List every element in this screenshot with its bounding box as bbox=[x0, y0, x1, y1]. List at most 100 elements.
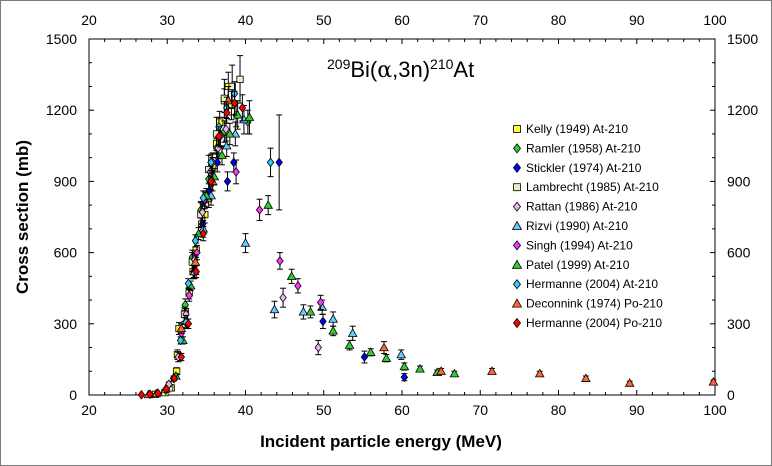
x-tick-label-top: 100 bbox=[703, 12, 727, 28]
x-tick-label-top: 80 bbox=[551, 12, 567, 28]
data-point bbox=[415, 363, 425, 373]
data-point bbox=[223, 107, 231, 118]
data-point bbox=[176, 335, 185, 346]
data-point bbox=[319, 316, 327, 327]
x-tick-label-bottom: 20 bbox=[81, 402, 97, 418]
data-point bbox=[487, 366, 497, 375]
data-point bbox=[207, 176, 215, 187]
title-alpha: α bbox=[377, 58, 392, 83]
x-tick-label-top: 70 bbox=[472, 12, 488, 28]
data-point bbox=[176, 323, 187, 333]
data-point bbox=[365, 347, 376, 356]
title-mid: ,3n) bbox=[392, 57, 430, 82]
data-point bbox=[232, 167, 240, 177]
legend-marker bbox=[512, 240, 522, 251]
data-point bbox=[305, 306, 316, 316]
legend: Kelly (1949) At-210 Ramler (1958) At-210 S… bbox=[511, 122, 663, 330]
x-tick-label-top: 40 bbox=[238, 12, 254, 28]
data-point bbox=[185, 290, 193, 301]
data-point bbox=[436, 366, 447, 375]
data-point bbox=[181, 299, 189, 310]
legend-label: Hermanne (2004) At-210 bbox=[526, 277, 658, 291]
y-tick-label-right: 900 bbox=[727, 173, 751, 189]
data-point bbox=[347, 328, 358, 337]
y-tick-label-right: 1200 bbox=[727, 102, 758, 118]
legend-label: Kelly (1949) At-210 bbox=[526, 122, 628, 136]
title-mass-post: 210 bbox=[430, 56, 454, 72]
x-tick-label-top: 50 bbox=[316, 12, 332, 28]
legend-marker bbox=[513, 125, 521, 133]
legend-marker bbox=[513, 183, 521, 192]
x-tick-label-bottom: 70 bbox=[472, 402, 488, 418]
data-point bbox=[223, 176, 232, 187]
legend-marker bbox=[512, 317, 522, 329]
data-point bbox=[381, 353, 392, 362]
legend-label: Patel (1999) At-210 bbox=[526, 258, 630, 272]
data-point bbox=[581, 373, 591, 382]
x-tick-label-bottom: 100 bbox=[703, 402, 727, 418]
title-elem-post: At bbox=[453, 57, 474, 82]
y-tick-label-right: 600 bbox=[727, 245, 751, 261]
x-tick-label-bottom: 60 bbox=[394, 402, 410, 418]
y-tick-label-left: 600 bbox=[54, 245, 78, 261]
data-point bbox=[170, 373, 178, 384]
x-tick-label-top: 20 bbox=[81, 12, 97, 28]
data-point bbox=[236, 75, 244, 83]
data-point bbox=[534, 368, 545, 378]
x-tick-label-bottom: 30 bbox=[159, 402, 175, 418]
data-point bbox=[215, 131, 223, 142]
data-point bbox=[230, 98, 239, 108]
data-point bbox=[298, 306, 309, 316]
legend-label: Rattan (1986) At-210 bbox=[526, 200, 638, 214]
plot-area bbox=[88, 38, 716, 396]
data-point bbox=[177, 352, 186, 362]
y-tick-label-right: 300 bbox=[727, 316, 751, 332]
data-point bbox=[222, 124, 230, 135]
x-tick-label-top: 30 bbox=[159, 12, 175, 28]
data-point bbox=[244, 112, 255, 121]
data-point bbox=[269, 304, 280, 314]
data-point bbox=[286, 271, 297, 280]
data-point bbox=[217, 150, 227, 159]
data-point bbox=[207, 157, 215, 168]
data-point bbox=[240, 238, 251, 247]
y-tick-label-left: 900 bbox=[54, 173, 78, 189]
data-point bbox=[328, 314, 339, 323]
legend-marker bbox=[511, 220, 523, 230]
data-point bbox=[399, 361, 410, 371]
data-point bbox=[379, 342, 389, 352]
data-point bbox=[328, 325, 339, 335]
legend-label: Lambrecht (1985) At-210 bbox=[526, 180, 659, 194]
legend-marker bbox=[512, 143, 522, 154]
data-point bbox=[199, 228, 207, 239]
legend-label: Rizvi (1990) At-210 bbox=[526, 219, 628, 233]
data-point bbox=[184, 278, 193, 289]
data-point bbox=[255, 205, 264, 215]
x-tick-label-bottom: 40 bbox=[238, 402, 254, 418]
data-point bbox=[263, 200, 274, 209]
data-points bbox=[137, 55, 719, 400]
data-point bbox=[266, 157, 275, 168]
y-tick-label-right: 1500 bbox=[727, 31, 758, 47]
data-point bbox=[624, 378, 635, 387]
y-tick-label-left: 1500 bbox=[46, 31, 77, 47]
data-point bbox=[275, 157, 283, 168]
legend-marker bbox=[511, 259, 523, 269]
data-point bbox=[276, 256, 284, 266]
data-point bbox=[184, 318, 193, 329]
data-point bbox=[198, 207, 207, 218]
title-elem-pre: Bi( bbox=[350, 57, 378, 82]
data-point bbox=[199, 193, 207, 203]
data-point bbox=[316, 297, 325, 308]
legend-marker bbox=[512, 201, 522, 212]
data-point bbox=[137, 389, 146, 400]
data-point bbox=[314, 342, 322, 353]
x-axis-title: Incident particle energy (MeV) bbox=[260, 432, 502, 451]
x-tick-label-bottom: 50 bbox=[316, 402, 332, 418]
x-tick-label-bottom: 90 bbox=[629, 402, 645, 418]
legend-label: Stickler (1974) At-210 bbox=[526, 161, 642, 175]
data-point bbox=[294, 280, 302, 291]
